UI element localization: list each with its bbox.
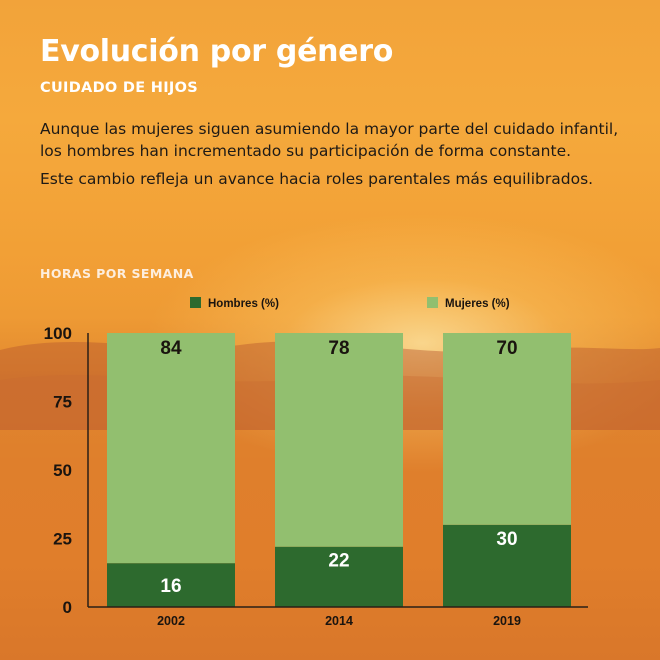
bar-hombres — [443, 524, 571, 607]
y-tick-label: 75 — [53, 393, 72, 412]
legend-swatch-mujeres — [427, 297, 438, 308]
data-label-hombres: 16 — [160, 576, 181, 597]
data-label-hombres: 30 — [496, 529, 517, 550]
x-tick-label: 2014 — [325, 614, 353, 628]
y-tick-label: 50 — [53, 461, 72, 480]
data-label-mujeres: 70 — [496, 338, 517, 359]
bar-mujeres — [107, 333, 235, 564]
data-label-hombres: 22 — [328, 551, 349, 572]
page-title: Evolución por género — [40, 34, 394, 69]
legend-swatch-hombres — [190, 297, 201, 308]
bar-mujeres — [443, 333, 571, 525]
legend-label-hombres: Hombres (%) — [208, 298, 279, 310]
intro-paragraph-2: Este cambio refleja un avance hacia role… — [40, 170, 594, 188]
intro-text: Aunque las mujeres siguen asumiendo la m… — [40, 118, 635, 196]
bar-mujeres — [275, 333, 403, 547]
bar-hombres — [107, 563, 235, 607]
y-tick-label: 0 — [63, 598, 72, 617]
legend-label-mujeres: Mujeres (%) — [445, 298, 510, 310]
y-tick-label: 100 — [44, 324, 72, 343]
data-label-mujeres: 78 — [328, 338, 349, 359]
x-tick-label: 2019 — [493, 614, 521, 628]
page-subtitle: CUIDADO DE HIJOS — [40, 80, 198, 96]
y-tick-label: 25 — [53, 530, 72, 549]
chart-label: HORAS POR SEMANA — [40, 266, 194, 281]
bar-hombres — [275, 546, 403, 607]
intro-paragraph-1: Aunque las mujeres siguen asumiendo la m… — [40, 120, 619, 160]
data-label-mujeres: 84 — [160, 338, 182, 359]
x-tick-label: 2002 — [157, 614, 185, 628]
